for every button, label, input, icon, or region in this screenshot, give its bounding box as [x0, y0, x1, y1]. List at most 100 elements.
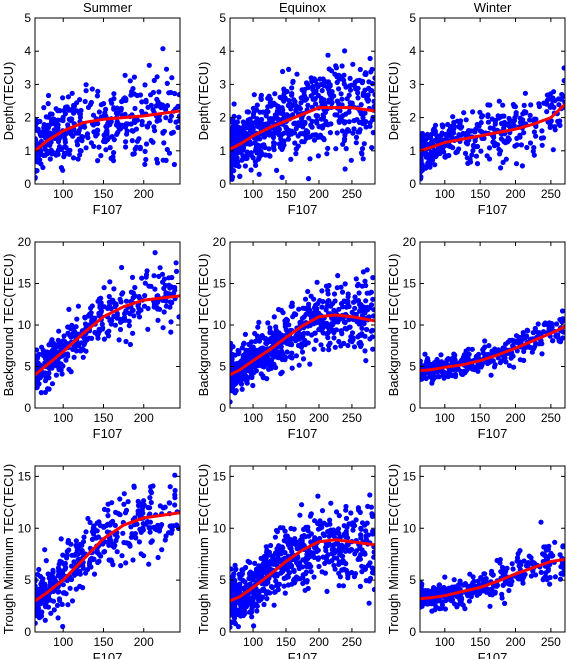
data-point: [88, 99, 94, 106]
fit-line: [230, 106, 375, 151]
data-point: [263, 121, 269, 127]
data-point: [43, 114, 49, 120]
data-point: [508, 355, 514, 361]
data-point: [65, 602, 71, 608]
data-point: [361, 564, 367, 570]
data-point: [357, 339, 363, 345]
data-point: [38, 609, 44, 615]
data-point: [308, 122, 314, 128]
data-point: [140, 525, 146, 531]
data-point: [130, 151, 136, 157]
data-point: [96, 558, 102, 564]
data-point: [264, 339, 270, 345]
data-point: [422, 600, 428, 606]
data-point: [276, 141, 282, 147]
y-axis-label: Trough Minimum TEC(TECU): [386, 464, 401, 634]
data-point: [271, 140, 277, 146]
data-point: [91, 531, 97, 537]
data-point: [74, 316, 80, 322]
data-point: [253, 118, 260, 124]
data-point: [43, 374, 49, 380]
data-point: [242, 579, 248, 585]
data-point: [273, 578, 279, 584]
data-point: [341, 81, 347, 87]
data-point: [299, 335, 305, 341]
data-point: [116, 337, 122, 343]
data-point: [336, 76, 342, 82]
data-point: [160, 46, 166, 52]
data-point: [501, 125, 507, 131]
data-point: [299, 315, 305, 321]
data-point: [496, 98, 502, 104]
data-point: [343, 111, 349, 117]
y-axis-label: Background TEC(TECU): [1, 254, 16, 397]
data-point: [269, 352, 275, 358]
data-point: [277, 94, 283, 100]
data-point: [101, 101, 107, 107]
data-point: [515, 576, 522, 582]
x-tick-label: 250: [342, 411, 362, 425]
data-point: [274, 167, 280, 173]
data-point: [271, 314, 277, 320]
data-point: [111, 106, 117, 112]
data-point: [482, 338, 488, 344]
data-point: [119, 553, 125, 559]
data-point: [83, 529, 89, 535]
data-point: [102, 139, 108, 145]
data-point: [110, 297, 116, 303]
data-point: [500, 572, 506, 578]
data-point: [531, 116, 538, 122]
data-point: [502, 600, 508, 607]
data-point: [315, 84, 321, 90]
data-point: [143, 156, 149, 163]
data-point: [169, 299, 175, 305]
data-point: [432, 137, 438, 143]
x-tick-label: 150: [276, 411, 296, 425]
data-point: [506, 137, 512, 143]
data-point: [131, 313, 137, 319]
data-point: [132, 293, 138, 299]
data-point: [240, 126, 246, 132]
data-point: [469, 346, 475, 352]
data-point: [230, 133, 235, 139]
data-point: [76, 343, 82, 349]
x-axis-label: F107: [478, 650, 508, 659]
data-point: [420, 603, 423, 610]
data-point: [519, 163, 526, 169]
data-point: [326, 282, 332, 289]
data-point: [64, 555, 70, 561]
data-point: [136, 539, 142, 545]
data-point: [255, 324, 261, 330]
data-point: [319, 508, 326, 514]
data-point: [341, 298, 347, 304]
data-point: [420, 151, 426, 157]
data-point: [561, 78, 565, 84]
data-point: [119, 264, 125, 271]
data-point: [368, 328, 374, 334]
data-point: [289, 549, 295, 555]
data-point: [284, 573, 290, 579]
data-point: [95, 158, 101, 164]
data-point: [495, 348, 501, 354]
data-point: [320, 554, 326, 560]
data-point: [139, 507, 145, 513]
data-area: [420, 65, 565, 182]
y-tick-label: 20: [403, 235, 417, 249]
y-tick-label: 0: [24, 177, 31, 191]
data-point: [341, 340, 347, 346]
data-point: [98, 295, 104, 301]
data-point: [326, 83, 332, 89]
data-point: [123, 144, 129, 150]
data-point: [365, 97, 372, 103]
data-point: [291, 130, 298, 136]
data-point: [363, 528, 369, 534]
data-point: [334, 130, 340, 136]
data-point: [341, 523, 347, 529]
data-point: [247, 601, 253, 607]
data-point: [148, 499, 154, 506]
data-point: [265, 589, 271, 595]
data-point: [460, 130, 466, 137]
x-tick-label: 100: [435, 187, 455, 201]
data-point: [173, 119, 179, 125]
data-point: [39, 580, 45, 586]
